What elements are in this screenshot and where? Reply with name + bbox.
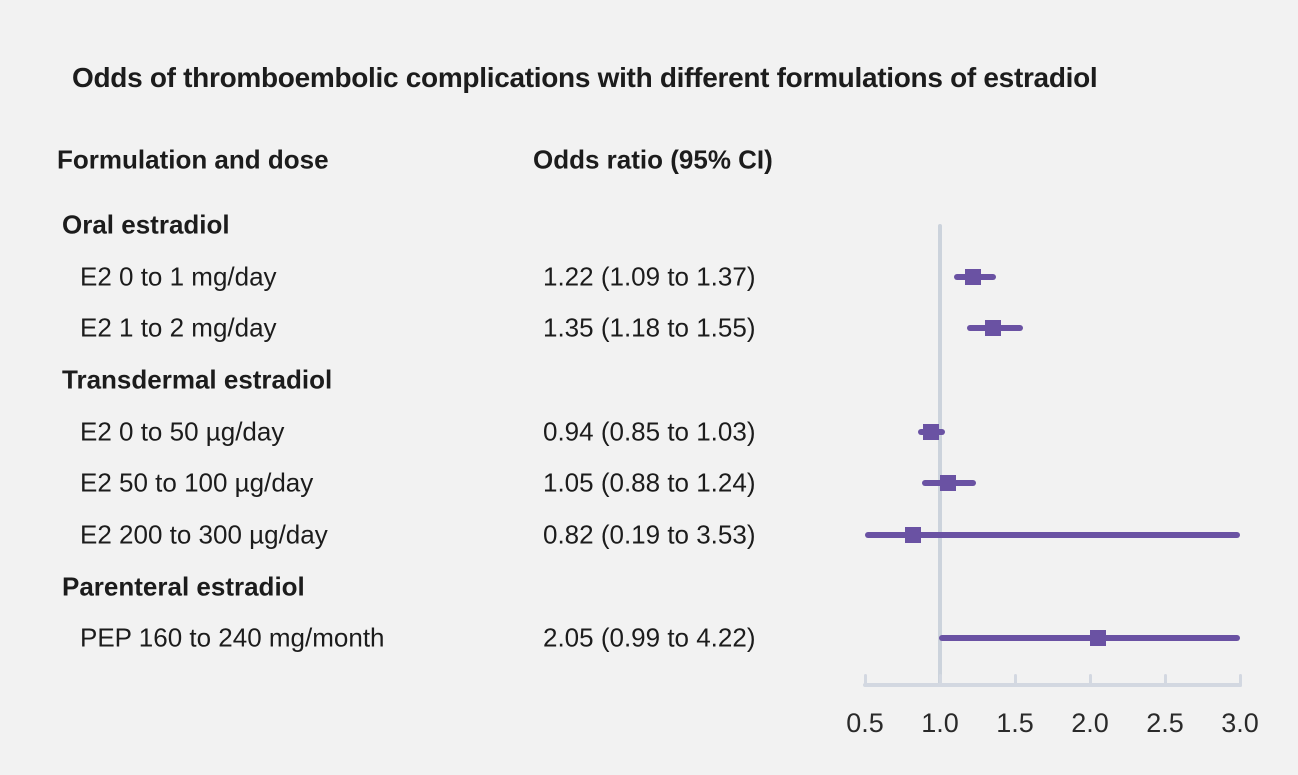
x-axis-tick-label: 1.5 (996, 708, 1034, 738)
group-label: Parenteral estradiol (62, 571, 305, 602)
point-estimate-marker (905, 526, 921, 543)
x-axis-tick (1013, 674, 1017, 687)
x-axis-tick (1088, 674, 1092, 687)
row-label: E2 0 to 50 µg/day (80, 416, 285, 447)
row-odds-ratio-value: 1.22 (1.09 to 1.37) (543, 261, 756, 292)
x-axis-tick-label: 0.5 (846, 708, 884, 738)
x-axis-tick-label: 2.0 (1071, 708, 1109, 738)
row-odds-ratio-value: 0.94 (0.85 to 1.03) (543, 416, 756, 447)
column-header-odds-ratio: Odds ratio (95% CI) (533, 144, 773, 175)
x-axis-tick-label: 3.0 (1221, 708, 1259, 738)
ci-line (865, 531, 1240, 538)
point-estimate-marker (1089, 630, 1106, 647)
reference-line (938, 224, 942, 685)
row-label: E2 0 to 1 mg/day (80, 261, 277, 292)
x-axis-tick (1163, 674, 1167, 687)
x-axis-tick-label: 2.5 (1146, 708, 1184, 738)
group-label: Transdermal estradiol (62, 364, 333, 395)
x-axis-tick (863, 674, 867, 687)
point-estimate-marker (939, 475, 956, 492)
ci-line (938, 635, 1240, 642)
x-axis-tick-label: 1.0 (921, 708, 959, 738)
row-label: PEP 160 to 240 mg/month (80, 622, 385, 653)
point-estimate-marker (923, 423, 939, 440)
x-axis-tick (1238, 674, 1242, 687)
row-label: E2 1 to 2 mg/day (80, 312, 277, 343)
figure-title: Odds of thromboembolic complications wit… (72, 62, 1098, 93)
row-label: E2 50 to 100 µg/day (80, 467, 314, 498)
x-axis-tick (938, 674, 942, 687)
row-label: E2 200 to 300 µg/day (80, 519, 328, 550)
point-estimate-marker (984, 320, 1001, 337)
row-odds-ratio-value: 1.35 (1.18 to 1.55) (543, 312, 756, 343)
row-odds-ratio-value: 0.82 (0.19 to 3.53) (543, 519, 756, 550)
x-axis-line (863, 683, 1242, 687)
column-header-formulation-and-dose: Formulation and dose (57, 144, 329, 175)
row-odds-ratio-value: 1.05 (0.88 to 1.24) (543, 467, 756, 498)
row-odds-ratio-value: 2.05 (0.99 to 4.22) (543, 622, 756, 653)
point-estimate-marker (965, 268, 981, 285)
group-label: Oral estradiol (62, 209, 230, 240)
